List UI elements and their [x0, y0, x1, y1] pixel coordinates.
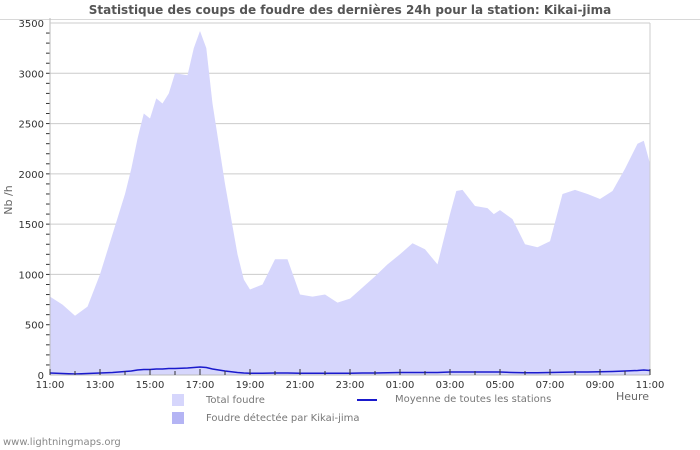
y-tick-label: 0: [38, 371, 44, 382]
legend-label-total: Total foudre: [206, 394, 265, 406]
y-axis-label: Nb /h: [2, 185, 15, 214]
y-tick-label: 2000: [19, 170, 44, 181]
y-tick-label: 2500: [19, 120, 44, 131]
x-tick-label: 17:00: [186, 380, 215, 391]
x-tick-label: 03:00: [436, 380, 465, 391]
y-tick-label: 3000: [19, 69, 44, 80]
x-tick-label: 21:00: [286, 380, 315, 391]
legend-average: Moyenne de toutes les stations: [357, 394, 551, 405]
legend-swatch-average: [357, 398, 377, 401]
x-tick-label: 05:00: [486, 380, 515, 391]
y-tick-label: 3500: [19, 19, 44, 30]
x-axis-label: Heure: [616, 390, 650, 403]
x-tick-label: 23:00: [336, 380, 365, 391]
title-divider: [0, 19, 700, 20]
x-tick-label: 19:00: [236, 380, 265, 391]
x-tick-label: 13:00: [86, 380, 115, 391]
legend-station: Foudre détectée par Kikai-jima: [172, 412, 360, 424]
x-tick-label: 01:00: [386, 380, 415, 391]
footer-link[interactable]: www.lightningmaps.org: [3, 437, 121, 448]
y-tick-label: 1000: [19, 270, 44, 281]
legend-label-average: Moyenne de toutes les stations: [395, 394, 552, 405]
x-tick-label: 11:00: [36, 380, 65, 391]
legend-swatch-station: [172, 412, 184, 424]
chart-series: [49, 31, 651, 375]
x-tick-label: 15:00: [136, 380, 165, 391]
y-tick-label: 500: [25, 321, 44, 332]
legend-label-station: Foudre détectée par Kikai-jima: [206, 412, 360, 424]
total-area: [50, 31, 650, 375]
legend-swatch-total: [172, 394, 184, 406]
x-tick-label: 09:00: [586, 380, 615, 391]
x-tick-label: 07:00: [536, 380, 565, 391]
chart-title: Statistique des coups de foudre des dern…: [88, 3, 612, 17]
y-tick-label: 1500: [19, 220, 44, 231]
legend-total: Total foudre: [172, 394, 265, 406]
axes: 0 500 1000 1500 2000 2500 3000 3500 11:00 13:00 15…: [2, 18, 664, 391]
x-tick-label: 11:00: [636, 380, 665, 391]
